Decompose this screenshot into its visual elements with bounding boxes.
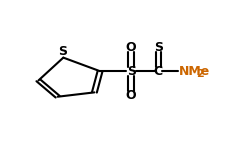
Text: 2: 2 bbox=[196, 69, 204, 79]
Text: O: O bbox=[126, 41, 136, 54]
Text: NMe: NMe bbox=[179, 65, 210, 78]
Text: S: S bbox=[127, 65, 136, 78]
Text: S: S bbox=[154, 41, 163, 54]
Text: S: S bbox=[58, 45, 67, 58]
Text: C: C bbox=[154, 65, 163, 78]
Text: O: O bbox=[126, 89, 136, 102]
